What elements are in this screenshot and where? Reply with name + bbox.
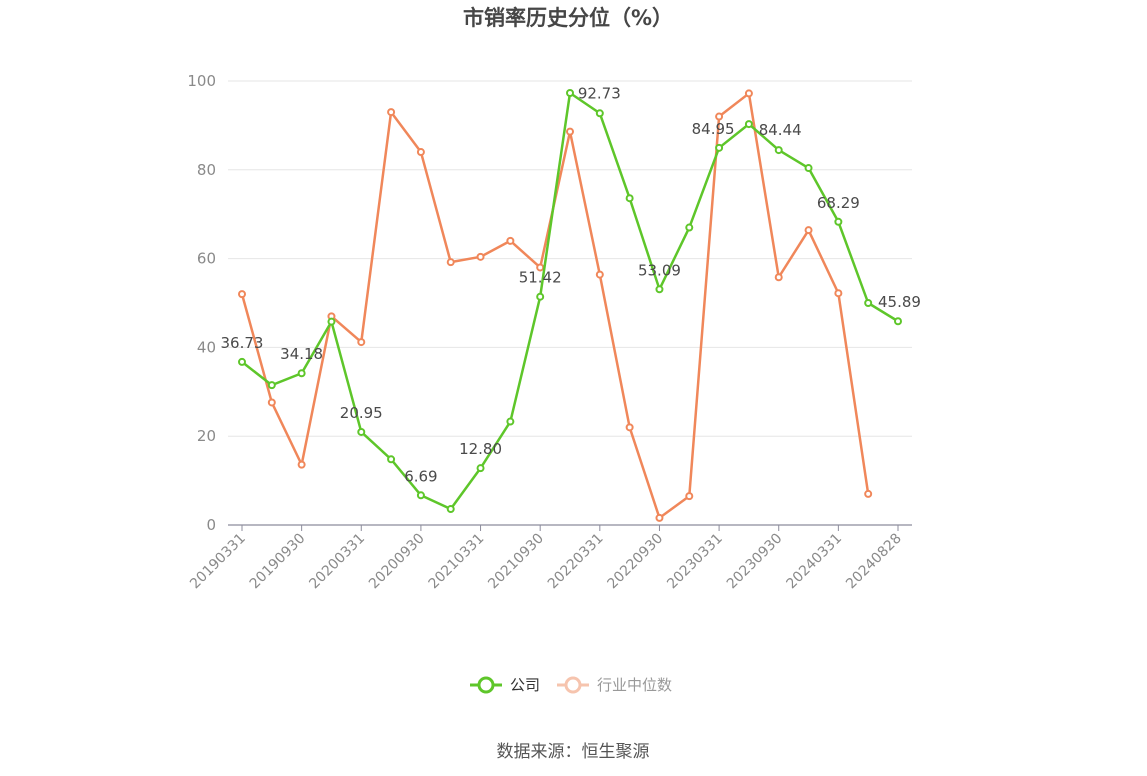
data-point [566,127,574,136]
data-label: 20.95 [340,404,383,422]
data-point [297,460,306,469]
data-point [744,120,753,129]
data-point [685,223,694,232]
data-label: 45.89 [878,293,921,311]
data-point [416,148,425,157]
x-tick-label: 20210930 [485,531,547,593]
data-point [834,217,843,226]
data-point [595,109,604,118]
x-tick-label: 20230331 [664,531,726,593]
legend-label-company: 公司 [510,676,540,694]
data-point [804,164,813,173]
data-point [566,88,574,97]
data-point [536,292,545,301]
grid [228,80,912,437]
data-point [476,464,485,473]
legend-item-company[interactable]: 公司 [470,676,540,694]
data-point [595,270,604,279]
data-point [715,143,724,152]
data-point [357,338,366,347]
data-label: 12.80 [459,440,502,458]
y-tick-label: 100 [187,72,216,90]
y-tick-label: 80 [197,161,216,179]
data-label: 36.73 [221,334,264,352]
data-point [476,252,485,261]
data-label: 84.95 [692,120,735,138]
x-tick-label: 20220331 [545,531,607,593]
x-tick-label: 20220930 [605,531,667,593]
data-point [238,290,246,299]
data-label: 92.73 [578,84,621,102]
data-point [446,505,455,514]
series-layer [238,88,902,522]
legend-item-industry[interactable]: 行业中位数 [557,676,672,694]
x-tick-label: 20240828 [843,531,905,593]
x-tick-label: 20190331 [187,531,249,593]
legend-marker-industry [564,676,582,694]
legend[interactable]: 公司 行业中位数 [470,676,672,694]
data-label: 53.09 [638,261,681,279]
data-label: 6.69 [404,467,437,485]
data-point [744,89,753,98]
legend-label-industry: 行业中位数 [597,676,672,694]
data-point [625,194,634,203]
data-point [267,381,276,390]
y-tick-label: 0 [206,516,216,534]
x-axis: 2019033120190930202003312020093020210331… [187,524,912,593]
data-label: 68.29 [817,194,860,212]
data-point [387,455,396,464]
y-tick-label: 60 [197,250,216,268]
data-point [506,236,515,245]
data-labels: 36.73 34.18 20.95 6.69 12.80 51.42 92.73 53.09 8… [221,84,921,485]
data-point [894,317,902,326]
data-label: 84.44 [759,121,802,139]
data-point [625,423,634,432]
data-point [267,398,276,407]
data-point [536,263,545,272]
data-point [655,285,664,294]
series-line-company [241,91,899,511]
data-label: 51.42 [519,269,562,287]
legend-marker-company [477,676,495,694]
data-point [864,489,873,498]
data-point [685,492,694,501]
data-point [864,299,873,307]
data-point [357,427,366,436]
data-point [834,289,843,298]
data-point [804,226,813,235]
chart-title: 市销率历史分位（%） [463,6,673,30]
x-tick-label: 20200331 [306,531,368,593]
data-label: 34.18 [280,345,323,363]
data-point [655,513,664,522]
data-source: 数据来源：恒生聚源 [497,742,650,762]
x-tick-label: 20210331 [426,531,488,593]
data-point [715,112,724,121]
x-tick-label: 20230930 [724,531,786,593]
y-tick-label: 40 [197,338,216,356]
series-line-industry [240,92,870,520]
data-point [774,146,783,155]
data-point [774,273,783,282]
data-point [446,258,455,267]
data-point [387,108,396,117]
x-tick-label: 20200930 [366,531,428,593]
data-point [238,357,246,366]
y-axis: 0 20 40 60 80 100 [187,72,216,534]
x-tick-label: 20190930 [247,531,309,593]
y-tick-label: 20 [197,427,216,445]
data-point [297,369,306,378]
data-point [416,491,425,500]
data-point [506,417,515,426]
data-point [327,317,336,326]
x-tick-label: 20240331 [783,531,845,593]
